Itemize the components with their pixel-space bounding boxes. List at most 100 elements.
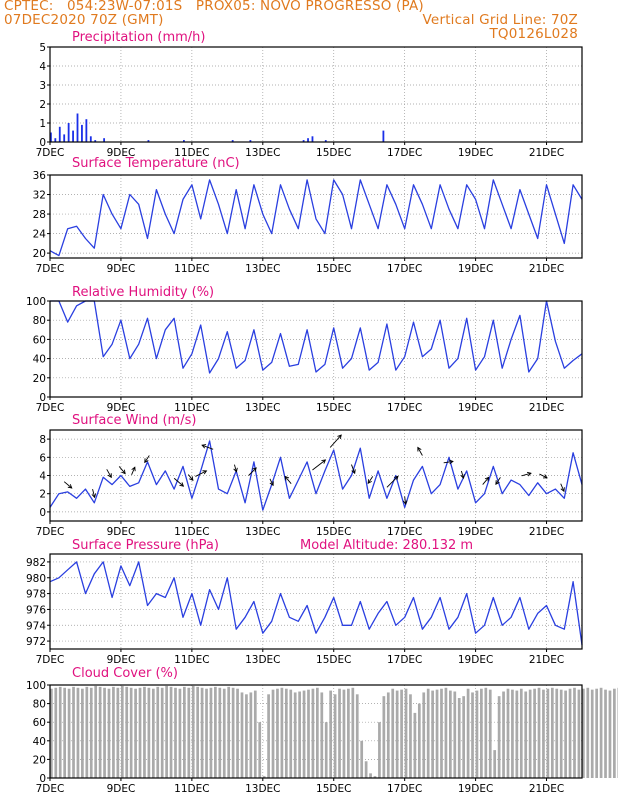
x-tick-label: 11DEC xyxy=(174,526,209,538)
x-tick-label: 15DEC xyxy=(316,783,351,795)
cloud-bar xyxy=(382,696,386,778)
cloud-bar xyxy=(249,692,253,778)
cloud-bar xyxy=(502,691,505,778)
wind-arrowhead xyxy=(560,487,565,493)
cloud-bar xyxy=(444,687,448,778)
cloud-bar xyxy=(258,722,262,778)
cloud-bar xyxy=(488,689,492,778)
header-date: 07DEC2020 70Z (GMT) xyxy=(4,12,164,28)
wind-arrow xyxy=(195,470,207,477)
cloud-bar xyxy=(564,690,567,778)
cloud-bar xyxy=(125,686,129,778)
wind-arrowhead xyxy=(526,471,532,477)
y-tick-label: 36 xyxy=(33,170,47,182)
cloud-bar xyxy=(329,690,333,778)
y-tick-label: 0 xyxy=(39,137,46,149)
x-tick-label: 17DEC xyxy=(387,654,422,666)
cloud-bar xyxy=(559,689,563,778)
cloud-bar xyxy=(222,688,226,778)
cloud-bar xyxy=(196,686,200,778)
wind-arrowhead xyxy=(351,469,356,475)
y-tick-label: 982 xyxy=(26,557,46,569)
cloud-bar xyxy=(582,688,585,778)
plot-frame xyxy=(49,46,583,143)
cloud-bar xyxy=(511,689,514,778)
precip-bar xyxy=(72,130,74,142)
cloud-bar xyxy=(54,687,58,778)
cloud-bar xyxy=(395,690,399,778)
cloud-bar xyxy=(590,689,594,778)
y-tick-label: 5 xyxy=(39,42,46,54)
cloud-bar xyxy=(112,686,115,778)
wind-arrow xyxy=(144,455,150,463)
x-tick-label: 19DEC xyxy=(458,147,493,159)
x-tick-label: 15DEC xyxy=(316,147,351,159)
cloud-bar xyxy=(342,689,346,778)
header-location: CPTEC: 054:23W-07:01S PROX05: NOVO PROGR… xyxy=(4,0,424,14)
wind-arrowhead xyxy=(495,480,500,485)
cloud-bar xyxy=(120,685,124,778)
y-tick-label: 4 xyxy=(39,471,46,483)
x-tick-label: 9DEC xyxy=(107,783,136,795)
cloud-bar xyxy=(320,692,324,778)
cloud-bar xyxy=(497,696,501,778)
wind-arrowhead xyxy=(449,459,454,465)
precip-bar xyxy=(54,138,57,142)
y-tick-label: 20 xyxy=(33,754,46,766)
cloud-bar xyxy=(422,692,426,778)
cloud-bar xyxy=(542,689,545,778)
x-tick-label: 11DEC xyxy=(174,263,209,275)
cloud-bar xyxy=(231,687,235,778)
wind-arrowhead xyxy=(321,459,327,464)
cloud-bar xyxy=(245,694,248,778)
cloud-bar xyxy=(200,687,204,778)
model-altitude-label: Model Altitude: 280.132 m xyxy=(300,538,473,553)
wind-arrow xyxy=(201,444,214,450)
y-tick-label: 980 xyxy=(26,573,46,585)
cloud-bar xyxy=(373,776,377,778)
series-line xyxy=(50,300,583,374)
precip-bar xyxy=(58,126,61,142)
y-tick-label: 3 xyxy=(39,80,46,92)
precip-bar xyxy=(94,140,97,142)
wind-arrowhead xyxy=(269,481,274,487)
precip-bar xyxy=(311,136,314,142)
y-tick-label: 32 xyxy=(33,190,46,202)
wind-arrowhead xyxy=(417,446,422,452)
cloud-bar xyxy=(107,688,111,778)
x-tick-label: 13DEC xyxy=(245,402,280,414)
series-line xyxy=(49,440,583,511)
x-tick-label: 19DEC xyxy=(458,263,493,275)
wind-arrowhead xyxy=(144,458,149,464)
cloud-bar xyxy=(324,722,328,778)
cloud-bar xyxy=(409,694,412,778)
cloud-bar xyxy=(493,750,497,778)
cloud-bar xyxy=(573,687,576,778)
cloud-bar xyxy=(537,687,541,778)
precip-bar xyxy=(103,138,106,142)
wind-arrowhead xyxy=(131,466,136,472)
cloud-bar xyxy=(271,689,275,778)
precip-bar xyxy=(307,138,309,142)
precip-bar xyxy=(183,140,185,142)
wind-arrow xyxy=(482,477,490,485)
wind-arrow xyxy=(173,477,184,487)
cloud-bar xyxy=(316,687,319,778)
x-tick-label: 21DEC xyxy=(529,783,564,795)
wind-arrow xyxy=(187,474,194,481)
precip-bar xyxy=(85,119,88,142)
wind-arrow xyxy=(495,477,501,485)
cloud-bar xyxy=(435,689,439,778)
y-tick-label: 0 xyxy=(39,392,46,404)
y-tick-label: 20 xyxy=(33,373,46,385)
cloud-bar xyxy=(528,689,532,778)
cloud-bar xyxy=(169,686,173,778)
cloud-bar xyxy=(103,687,106,778)
cloud-bar xyxy=(302,690,306,778)
precip-bar xyxy=(249,140,252,142)
wind-arrowhead xyxy=(402,500,408,506)
wind-arrow xyxy=(329,434,342,448)
cloud-bar xyxy=(227,686,231,778)
x-tick-label: 7DEC xyxy=(36,526,65,538)
